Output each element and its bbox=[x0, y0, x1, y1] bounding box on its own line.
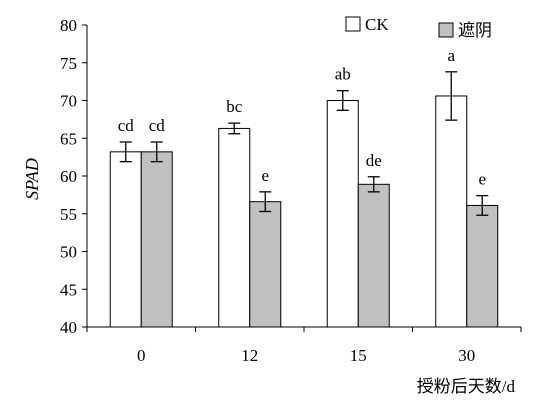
legend-swatch bbox=[345, 16, 361, 32]
y-tick-label: 75 bbox=[60, 54, 77, 73]
significance-label: bc bbox=[226, 97, 243, 116]
legend-label: 遮阴 bbox=[458, 21, 492, 40]
x-tick-label: 15 bbox=[350, 346, 367, 365]
y-tick-label: 45 bbox=[60, 280, 77, 299]
plot-area: 40 45 50 55 60 65 70 75 80 0 12 15 30 cd cd bc e ab de a e bbox=[60, 16, 522, 365]
significance-label: e bbox=[478, 170, 486, 189]
bar-shade bbox=[466, 204, 499, 328]
bar-shade bbox=[249, 201, 282, 328]
legend: CK 遮阴 bbox=[345, 15, 492, 40]
y-tick-label: 70 bbox=[60, 92, 77, 111]
significance-label: ab bbox=[335, 65, 351, 84]
significance-label: cd bbox=[149, 116, 166, 135]
y-axis-label: SPAD bbox=[22, 158, 42, 200]
y-tick-label: 65 bbox=[60, 129, 77, 148]
y-tick-label: 80 bbox=[60, 16, 77, 35]
significance-label: cd bbox=[118, 116, 135, 135]
y-tick-label: 40 bbox=[60, 318, 77, 337]
y-tick-label: 55 bbox=[60, 205, 77, 224]
bar-ck bbox=[109, 151, 142, 328]
x-tick-label: 30 bbox=[458, 346, 475, 365]
legend-swatch bbox=[438, 22, 454, 38]
x-tick-label: 12 bbox=[241, 346, 258, 365]
legend-label: CK bbox=[365, 15, 389, 34]
significance-label: e bbox=[261, 166, 269, 185]
bar-ck bbox=[326, 100, 359, 328]
bar-shade bbox=[140, 151, 173, 328]
y-tick-label: 50 bbox=[60, 243, 77, 262]
bar-ck bbox=[435, 95, 468, 328]
y-tick-label: 60 bbox=[60, 167, 77, 186]
significance-label: a bbox=[447, 46, 455, 65]
significance-label: de bbox=[366, 151, 382, 170]
x-axis-label: 授粉后天数/d bbox=[417, 377, 516, 396]
x-tick-label: 0 bbox=[137, 346, 146, 365]
bar-ck bbox=[218, 127, 251, 328]
bar-shade bbox=[357, 183, 390, 328]
